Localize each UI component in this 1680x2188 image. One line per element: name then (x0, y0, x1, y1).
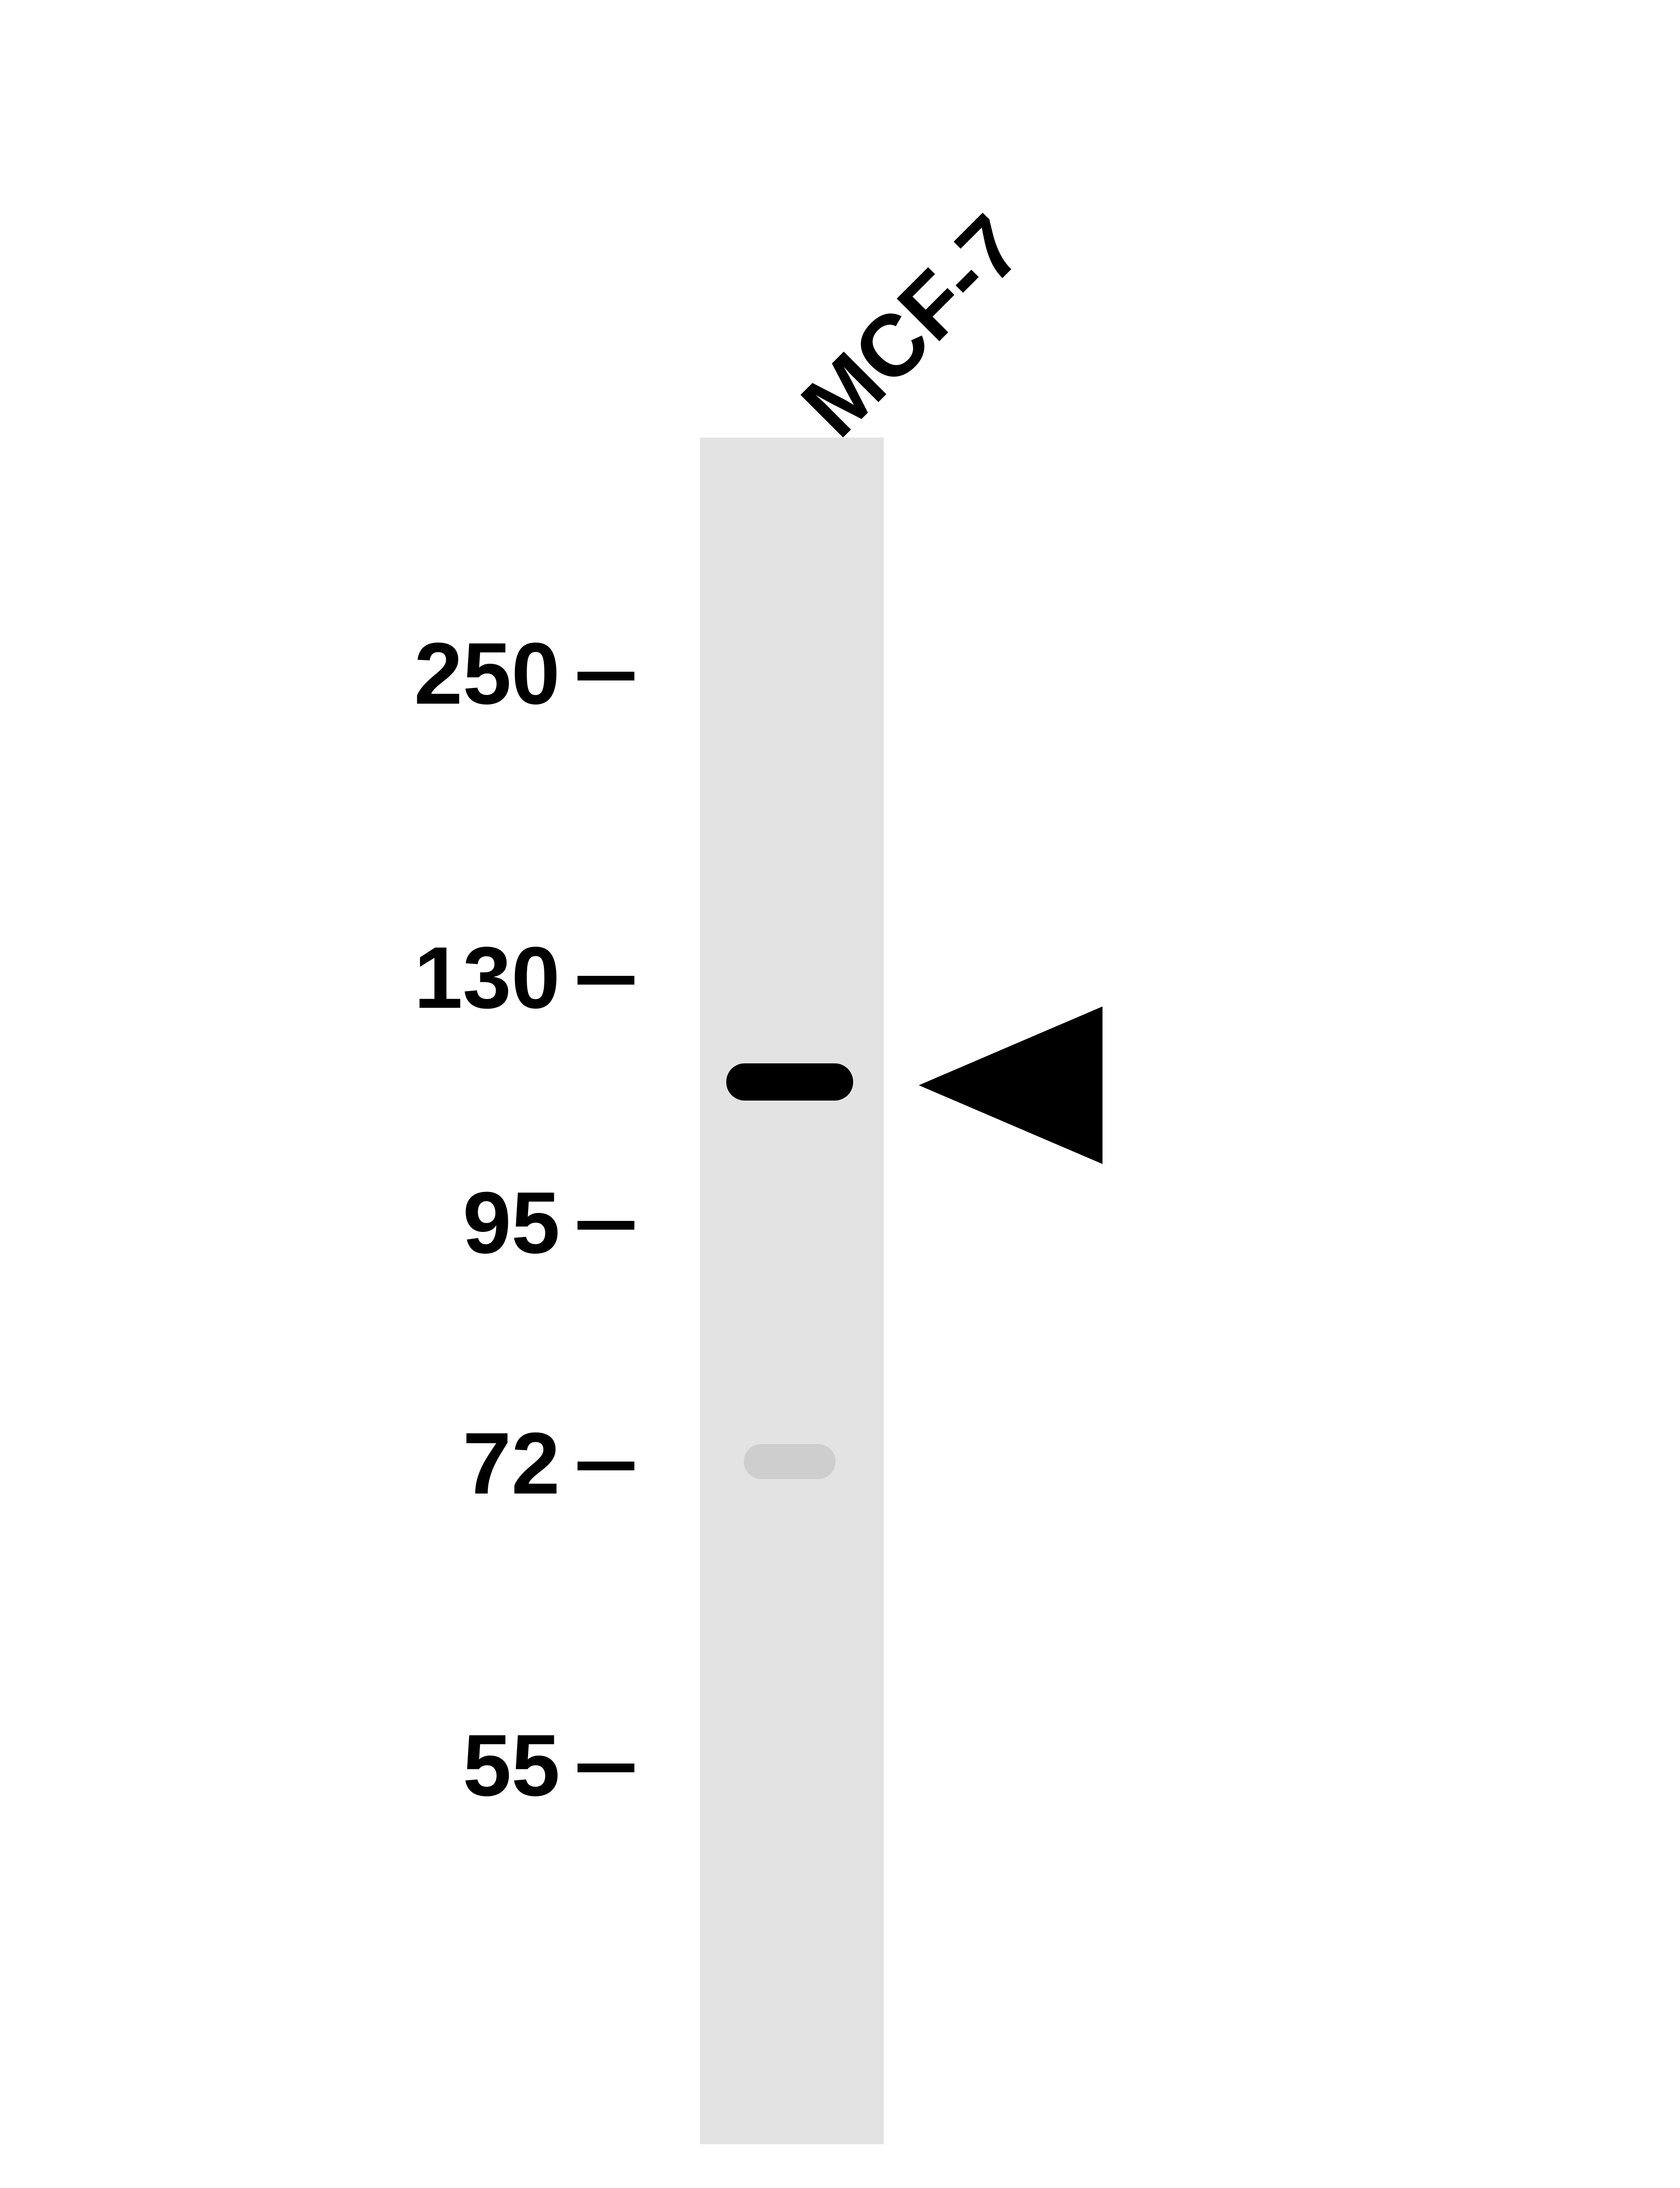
mw-tick (578, 1462, 634, 1470)
blot-figure: MCF-7 250 130 95 72 55 (0, 0, 1680, 2188)
mw-label: 250 (414, 624, 560, 724)
blot-band (726, 1063, 853, 1101)
mw-tick (578, 672, 634, 680)
lane-label: MCF-7 (782, 196, 1043, 456)
blot-band (744, 1444, 836, 1479)
mw-label: 130 (414, 928, 560, 1028)
mw-label: 95 (463, 1173, 560, 1273)
mw-tick (578, 976, 634, 985)
mw-tick (578, 1221, 634, 1230)
band-arrow-icon (919, 1006, 1102, 1164)
mw-tick (578, 1764, 634, 1772)
mw-label: 72 (463, 1413, 560, 1514)
mw-label: 55 (463, 1715, 560, 1816)
blot-lane (700, 438, 884, 2144)
